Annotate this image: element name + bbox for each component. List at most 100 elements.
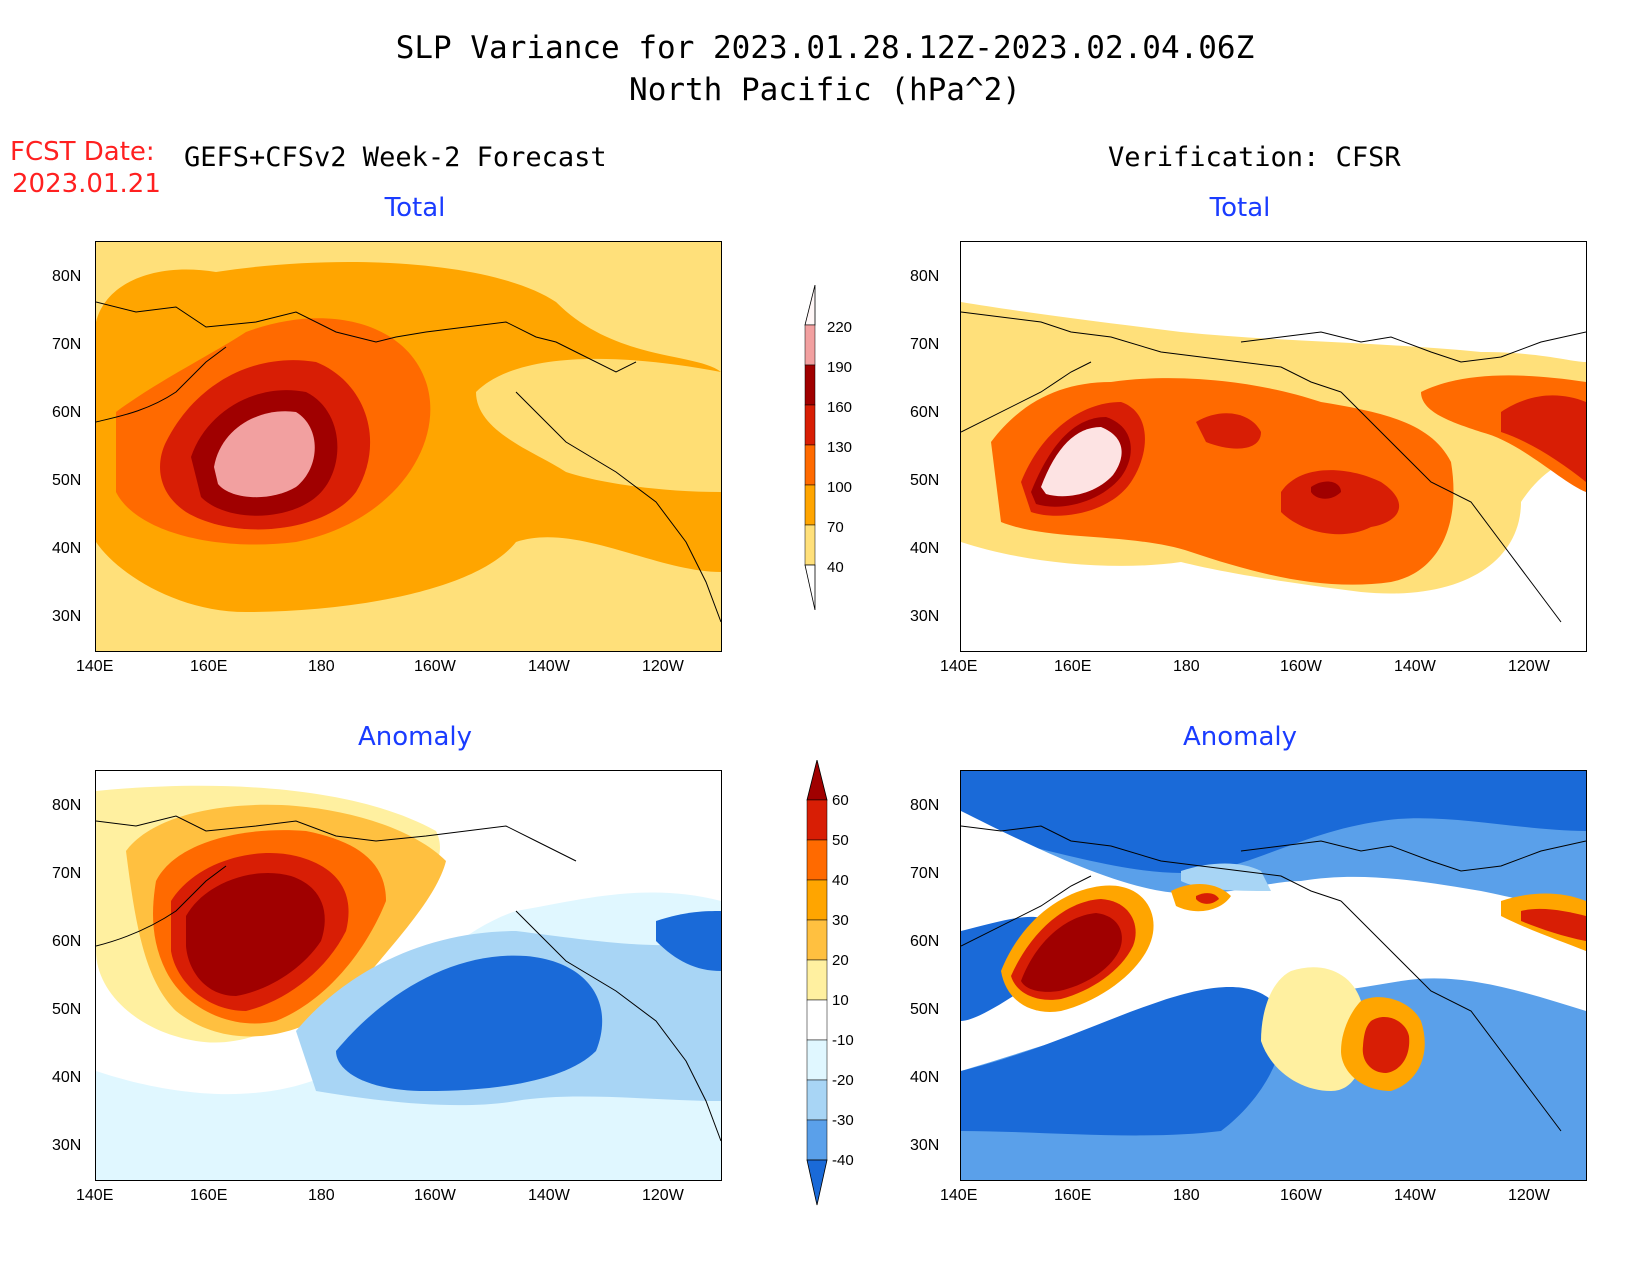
- p2-ytick-80n: 80N: [910, 268, 940, 285]
- p1-ytick-50n: 50N: [52, 472, 82, 489]
- p1-ytick-60n: 60N: [52, 404, 82, 421]
- fcst-date-value: 2023.01.21: [12, 169, 161, 199]
- p2-ytick-40n: 40N: [910, 540, 940, 557]
- p4-xtick-160w: 160W: [1280, 1187, 1322, 1204]
- p4-ytick-30n: 30N: [910, 1137, 940, 1154]
- colorbar-anomaly-band-n20-n10: [806, 1039, 828, 1081]
- p4-xtick-180: 180: [1173, 1187, 1200, 1204]
- colorbar-anomaly-band-20-30: [806, 919, 828, 961]
- cbar-anom-label-n30: -30: [832, 1112, 854, 1129]
- p3-ytick-40n: 40N: [52, 1069, 82, 1086]
- main-title-line1: SLP Variance for 2023.01.28.12Z-2023.02.…: [395, 30, 1255, 66]
- cbar-anom-label-n10: -10: [832, 1032, 854, 1049]
- colorbar-anomaly-band-n40-n30: [806, 1119, 828, 1161]
- colorbar-total-band-130: [804, 444, 816, 486]
- colorbar-total-band-160: [804, 404, 816, 446]
- p2-ytick-30n: 30N: [910, 608, 940, 625]
- cbar-total-label-220: 220: [827, 319, 853, 336]
- cbar-anom-label-n20: -20: [832, 1072, 854, 1089]
- colorbar-total-bottom-arrow: [804, 564, 816, 610]
- p2-ytick-70n: 70N: [910, 336, 940, 353]
- forecast-anomaly-title: Anomaly: [357, 722, 473, 752]
- verif-total-title: Total: [1209, 193, 1271, 223]
- p2-xtick-160e: 160E: [1054, 658, 1092, 675]
- colorbar-anomaly: [806, 760, 828, 1206]
- p3-ytick-30n: 30N: [52, 1137, 82, 1154]
- cbar-anom-label-20: 20: [832, 952, 849, 969]
- colorbar-anomaly-band-30-40: [806, 879, 828, 921]
- p1-ytick-40n: 40N: [52, 540, 82, 557]
- cbar-total-label-100: 100: [827, 479, 853, 496]
- cbar-anom-label-30: 30: [832, 912, 849, 929]
- p4-ytick-60n: 60N: [910, 933, 940, 950]
- p1-ytick-80n: 80N: [52, 268, 82, 285]
- cbar-total-label-190: 190: [827, 359, 853, 376]
- colorbar-total: [804, 285, 816, 610]
- forecast-total-title: Total: [384, 193, 446, 223]
- p2-xtick-120w: 120W: [1508, 658, 1550, 675]
- cbar-total-label-40: 40: [827, 559, 844, 576]
- p1-xtick-180: 180: [308, 658, 335, 675]
- p3-ytick-70n: 70N: [52, 865, 82, 882]
- colorbar-anomaly-top-arrow: [806, 760, 828, 801]
- colorbar-anomaly-band-10-20: [806, 959, 828, 1001]
- p4-ytick-80n: 80N: [910, 797, 940, 814]
- p3-xtick-180: 180: [308, 1187, 335, 1204]
- cbar-anom-label-50: 50: [832, 832, 849, 849]
- p4-xtick-140e: 140E: [940, 1187, 978, 1204]
- p2-xtick-140w: 140W: [1394, 658, 1436, 675]
- colorbar-total-band-220: [804, 324, 816, 366]
- colorbar-anomaly-band-40-50: [806, 839, 828, 881]
- cbar-total-label-70: 70: [827, 519, 844, 536]
- p4-xtick-160e: 160E: [1054, 1187, 1092, 1204]
- cbar-anom-label-60: 60: [832, 792, 849, 809]
- colorbar-total-band-70: [804, 524, 816, 566]
- colorbar-anomaly-bottom-arrow: [806, 1159, 828, 1206]
- main-title-line2: North Pacific (hPa^2): [629, 72, 1021, 108]
- p3-xtick-160e: 160E: [190, 1187, 228, 1204]
- map-verif-total: [960, 241, 1587, 652]
- p1-xtick-160w: 160W: [414, 658, 456, 675]
- cbar-anom-label-10: 10: [832, 992, 849, 1009]
- p2-ytick-50n: 50N: [910, 472, 940, 489]
- fcst-date-label: FCST Date:: [10, 137, 155, 167]
- p3-xtick-160w: 160W: [414, 1187, 456, 1204]
- colorbar-total-band-190: [804, 364, 816, 406]
- p1-xtick-120w: 120W: [642, 658, 684, 675]
- p3-ytick-60n: 60N: [52, 933, 82, 950]
- cbar-anom-label-40: 40: [832, 872, 849, 889]
- colorbar-anomaly-band-n30-n20: [806, 1079, 828, 1121]
- p1-ytick-30n: 30N: [52, 608, 82, 625]
- p1-xtick-160e: 160E: [190, 658, 228, 675]
- colorbar-anomaly-band-50-60: [806, 799, 828, 841]
- p3-ytick-80n: 80N: [52, 797, 82, 814]
- forecast-column-heading: GEFS+CFSv2 Week-2 Forecast: [184, 142, 607, 173]
- p1-xtick-140e: 140E: [76, 658, 114, 675]
- colorbar-total-band-100: [804, 484, 816, 526]
- cbar-total-label-130: 130: [827, 439, 853, 456]
- p3-xtick-120w: 120W: [642, 1187, 684, 1204]
- p2-ytick-60n: 60N: [910, 404, 940, 421]
- cbar-total-label-160: 160: [827, 399, 853, 416]
- p4-ytick-70n: 70N: [910, 865, 940, 882]
- p3-xtick-140e: 140E: [76, 1187, 114, 1204]
- p2-xtick-140e: 140E: [940, 658, 978, 675]
- cbar-anom-label-n40: -40: [832, 1152, 854, 1169]
- p4-xtick-140w: 140W: [1394, 1187, 1436, 1204]
- map-forecast-total: [95, 241, 722, 652]
- colorbar-total-top-arrow: [804, 285, 816, 326]
- colorbar-anomaly-band-n10-10: [806, 999, 828, 1041]
- p1-ytick-70n: 70N: [52, 336, 82, 353]
- map-verif-anomaly: [960, 770, 1587, 1181]
- p3-ytick-50n: 50N: [52, 1001, 82, 1018]
- p4-ytick-40n: 40N: [910, 1069, 940, 1086]
- p4-ytick-50n: 50N: [910, 1001, 940, 1018]
- p2-xtick-180: 180: [1173, 658, 1200, 675]
- p3-xtick-140w: 140W: [528, 1187, 570, 1204]
- p1-xtick-140w: 140W: [528, 658, 570, 675]
- p2-xtick-160w: 160W: [1280, 658, 1322, 675]
- verification-column-heading: Verification: CFSR: [1108, 142, 1401, 173]
- verif-anomaly-title: Anomaly: [1182, 722, 1298, 752]
- map-forecast-anomaly: [95, 770, 722, 1181]
- p4-xtick-120w: 120W: [1508, 1187, 1550, 1204]
